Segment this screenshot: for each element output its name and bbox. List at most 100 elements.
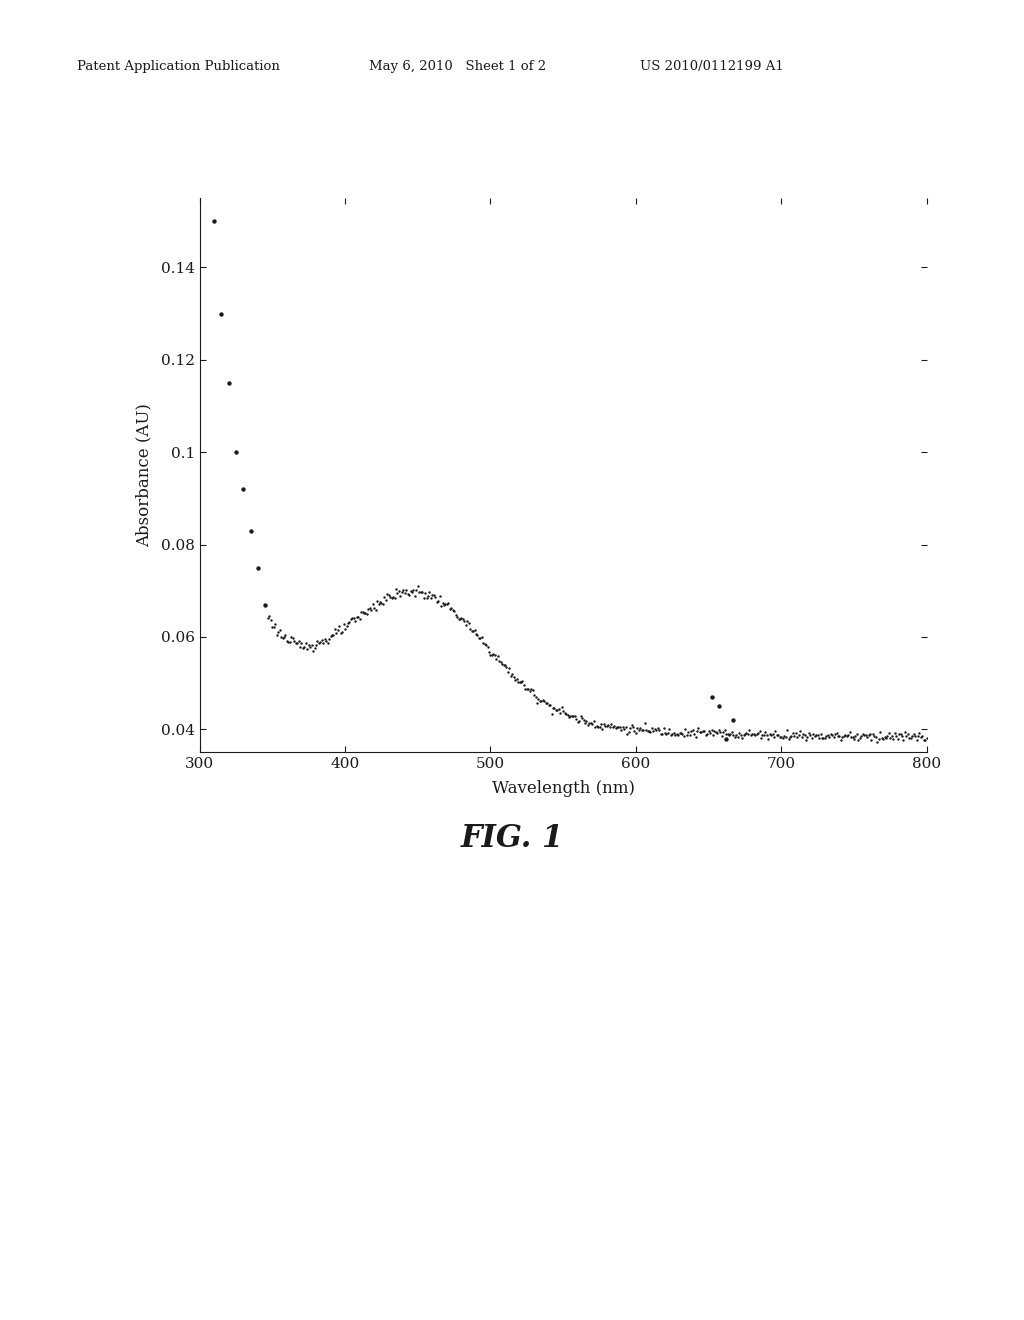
Point — [417, 582, 433, 603]
Point — [382, 587, 398, 609]
Point — [458, 614, 474, 635]
Point — [819, 725, 836, 746]
Point — [829, 726, 846, 747]
Point — [319, 632, 336, 653]
Point — [753, 727, 769, 748]
Point — [887, 722, 903, 743]
Point — [786, 726, 803, 747]
Point — [694, 721, 711, 742]
Point — [884, 726, 900, 747]
Point — [621, 722, 637, 743]
Point — [482, 644, 499, 665]
Point — [639, 719, 655, 741]
Point — [810, 723, 826, 744]
Point — [283, 627, 299, 648]
Point — [670, 725, 686, 746]
Point — [696, 721, 713, 742]
Point — [804, 727, 820, 748]
Point — [462, 618, 478, 639]
Point — [773, 726, 790, 747]
Point — [642, 721, 658, 742]
Point — [825, 727, 842, 748]
Point — [705, 725, 721, 746]
Point — [872, 722, 889, 743]
Point — [725, 710, 741, 731]
Point — [469, 624, 485, 645]
Point — [436, 594, 453, 615]
Point — [859, 726, 876, 747]
Point — [856, 725, 872, 746]
Point — [371, 593, 387, 614]
Point — [366, 598, 382, 619]
Text: US 2010/0112199 A1: US 2010/0112199 A1 — [640, 59, 783, 73]
Point — [649, 718, 666, 739]
Point — [767, 719, 783, 741]
Point — [489, 645, 506, 667]
Point — [573, 708, 590, 729]
Point — [902, 727, 919, 748]
Point — [566, 706, 583, 727]
Point — [306, 638, 323, 659]
Point — [745, 723, 762, 744]
Point — [552, 702, 568, 723]
Point — [535, 689, 551, 710]
Point — [658, 723, 675, 744]
Point — [631, 719, 647, 741]
Point — [693, 722, 710, 743]
Point — [308, 635, 325, 656]
Point — [807, 726, 823, 747]
Point — [428, 591, 444, 612]
X-axis label: Wavelength (nm): Wavelength (nm) — [492, 780, 635, 796]
Point — [299, 638, 315, 659]
Point — [414, 582, 430, 603]
Point — [464, 620, 480, 642]
Point — [731, 722, 748, 743]
Point — [411, 582, 427, 603]
Point — [756, 725, 772, 746]
Point — [374, 593, 390, 614]
Point — [808, 723, 824, 744]
Point — [770, 725, 786, 746]
Point — [509, 668, 525, 689]
Point — [481, 642, 498, 663]
Point — [528, 692, 545, 713]
Point — [892, 723, 908, 744]
Point — [539, 693, 555, 714]
Point — [562, 705, 579, 726]
Point — [719, 723, 735, 744]
Point — [646, 718, 663, 739]
Point — [878, 727, 894, 748]
Point — [655, 717, 672, 738]
Point — [257, 594, 273, 615]
Point — [901, 727, 918, 748]
Point — [827, 723, 844, 744]
Point — [890, 729, 906, 750]
Point — [897, 722, 913, 743]
Point — [286, 631, 302, 652]
Point — [389, 583, 406, 605]
Point — [213, 304, 229, 325]
Point — [628, 723, 644, 744]
Point — [402, 581, 419, 602]
Point — [492, 651, 508, 672]
Point — [392, 585, 409, 606]
Point — [572, 705, 589, 726]
Point — [501, 657, 517, 678]
Point — [618, 723, 635, 744]
Point — [516, 675, 532, 696]
Point — [456, 611, 472, 632]
Point — [268, 624, 285, 645]
Point — [281, 631, 297, 652]
Point — [499, 656, 515, 677]
Point — [454, 607, 470, 628]
Point — [833, 729, 849, 750]
Point — [514, 671, 530, 692]
Point — [593, 714, 609, 735]
Point — [777, 726, 794, 747]
Point — [379, 583, 395, 605]
Point — [385, 586, 401, 607]
Point — [718, 723, 734, 744]
Point — [682, 725, 698, 746]
Point — [278, 624, 294, 645]
Point — [711, 719, 727, 741]
